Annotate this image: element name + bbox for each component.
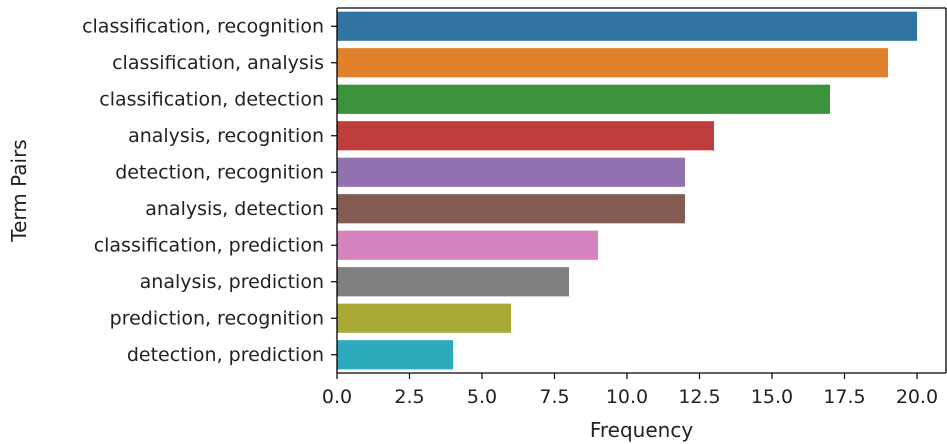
- bars-group: [337, 11, 917, 370]
- bar: [337, 48, 888, 78]
- y-tick-label: analysis, recognition: [128, 125, 324, 147]
- bar: [337, 194, 685, 224]
- x-tick-label: 7.5: [539, 386, 569, 408]
- y-tick-label: prediction, recognition: [110, 307, 324, 329]
- bar: [337, 340, 453, 370]
- x-tick-label: 0.0: [322, 386, 352, 408]
- bar: [337, 121, 714, 151]
- bar: [337, 230, 598, 260]
- bar: [337, 11, 917, 41]
- x-ticks-group: 0.0 2.5 5.0 7.5 10.0 12.5 15.0 17.5 20.0: [322, 373, 938, 408]
- x-tick-label: 10.0: [606, 386, 648, 408]
- y-tick-label: classification, detection: [99, 88, 324, 110]
- x-tick-label: 20.0: [896, 386, 938, 408]
- x-tick-label: 5.0: [467, 386, 497, 408]
- y-tick-label: analysis, prediction: [140, 271, 324, 293]
- y-tick-label: analysis, detection: [145, 198, 324, 220]
- y-axis-label: Term Pairs: [7, 139, 31, 242]
- x-tick-label: 17.5: [823, 386, 865, 408]
- y-tick-label: classification, prediction: [94, 234, 324, 256]
- y-tick-label: detection, recognition: [115, 161, 324, 183]
- bar: [337, 303, 511, 333]
- y-tick-label: detection, prediction: [127, 344, 324, 366]
- x-tick-label: 15.0: [751, 386, 793, 408]
- y-tick-label: classification, analysis: [112, 52, 324, 74]
- x-tick-label: 12.5: [678, 386, 720, 408]
- bar: [337, 267, 569, 297]
- bar: [337, 157, 685, 187]
- x-axis-label: Frequency: [590, 418, 693, 442]
- y-tick-label: classification, recognition: [82, 15, 324, 37]
- bar: [337, 84, 830, 114]
- x-tick-label: 2.5: [394, 386, 424, 408]
- y-ticks-group: classification, recognition classificatio…: [82, 15, 337, 366]
